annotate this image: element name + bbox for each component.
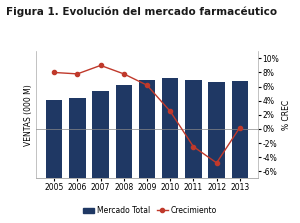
Bar — [92, 91, 109, 178]
Y-axis label: VENTAS (000 M): VENTAS (000 M) — [24, 84, 33, 146]
Bar — [232, 81, 248, 178]
Bar — [69, 97, 85, 178]
Legend: Mercado Total, Crecimiento: Mercado Total, Crecimiento — [80, 203, 220, 218]
Bar — [46, 100, 62, 178]
Bar — [185, 80, 202, 178]
Bar — [139, 80, 155, 178]
Text: Figura 1. Evolución del mercado farmacéutico: Figura 1. Evolución del mercado farmacéu… — [6, 7, 277, 17]
Bar — [116, 85, 132, 178]
Bar — [162, 78, 178, 178]
Bar — [208, 82, 225, 178]
Y-axis label: % CREC: % CREC — [282, 100, 291, 130]
